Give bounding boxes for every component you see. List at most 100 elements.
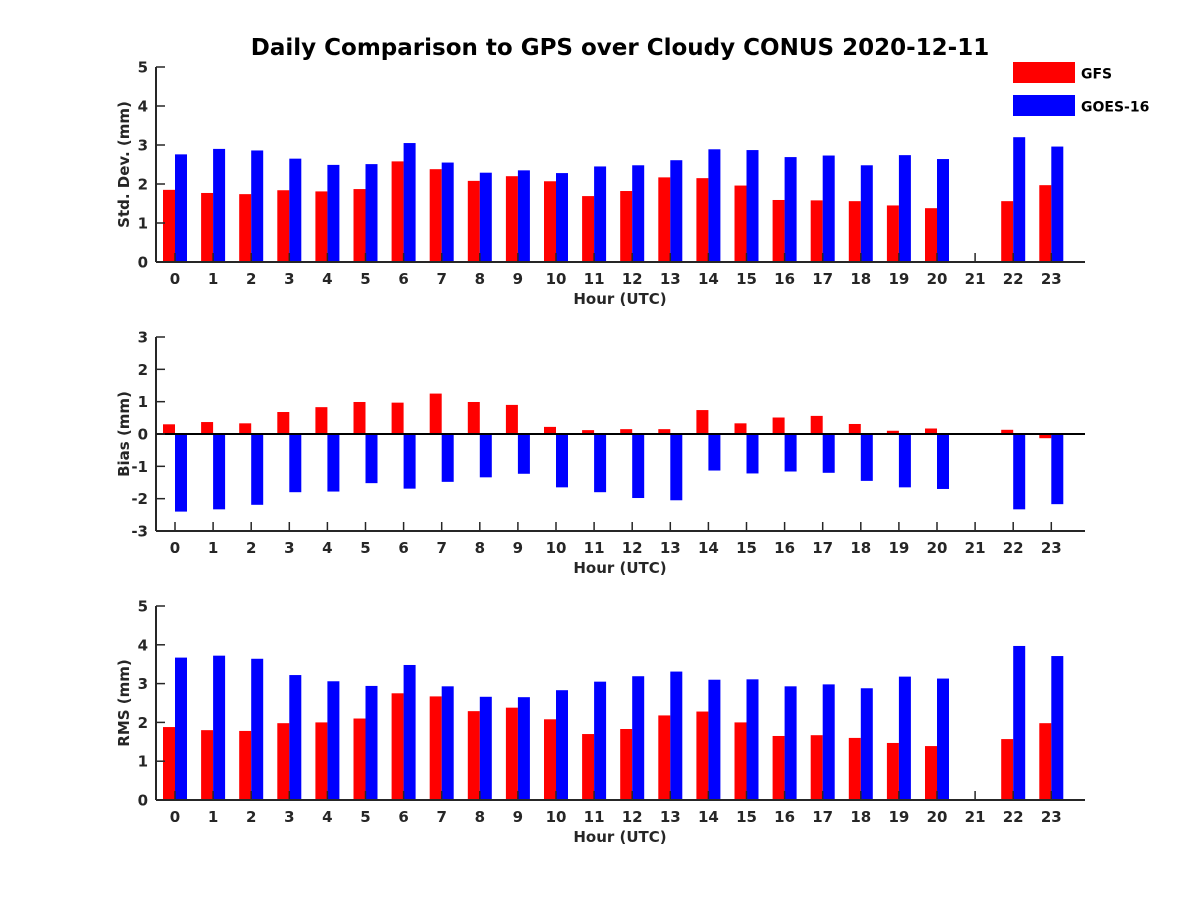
bar-bias-gfs-hour-19 <box>886 430 899 434</box>
bar-std-dev-gfs-hour-11 <box>582 196 595 262</box>
bar-std-dev-gfs-hour-13 <box>658 177 671 262</box>
bar-bias-gfs-hour-13 <box>658 429 671 434</box>
bar-rms-goes16-hour-11 <box>594 681 607 800</box>
bar-bias-goes16-hour-22 <box>1013 434 1026 510</box>
bar-std-dev-gfs-hour-19 <box>886 205 899 262</box>
x-tick-label-rms-19: 19 <box>888 808 909 826</box>
bar-rms-gfs-hour-17 <box>810 735 823 800</box>
x-tick-label-std-dev-4: 4 <box>322 270 332 288</box>
x-tick-label-bias-9: 9 <box>513 539 523 557</box>
bar-rms-goes16-hour-0 <box>175 657 187 800</box>
y-axis-label-bias: Bias (mm) <box>115 391 133 477</box>
x-tick-label-rms-21: 21 <box>965 808 986 826</box>
bar-rms-goes16-hour-19 <box>898 676 911 800</box>
y-tick-label-std-dev-2: 2 <box>138 176 148 194</box>
bar-bias-goes16-hour-4 <box>327 434 340 492</box>
bar-std-dev-gfs-hour-16 <box>772 199 785 262</box>
bar-std-dev-goes16-hour-8 <box>479 172 492 262</box>
x-tick-label-bias-15: 15 <box>736 539 757 557</box>
bar-std-dev-goes16-hour-15 <box>746 150 759 262</box>
x-tick-label-bias-1: 1 <box>208 539 218 557</box>
x-tick-label-rms-8: 8 <box>475 808 485 826</box>
bar-bias-goes16-hour-3 <box>289 434 302 493</box>
bar-bias-gfs-hour-11 <box>582 430 595 434</box>
legend-swatch-goes16 <box>1013 95 1075 116</box>
bar-std-dev-goes16-hour-16 <box>784 157 797 262</box>
y-tick-label-rms-5: 5 <box>138 598 148 616</box>
x-tick-label-rms-22: 22 <box>1003 808 1024 826</box>
bar-bias-gfs-hour-23 <box>1039 434 1052 439</box>
x-tick-label-bias-5: 5 <box>360 539 370 557</box>
bar-std-dev-goes16-hour-14 <box>708 149 721 262</box>
bar-rms-gfs-hour-15 <box>734 722 747 800</box>
x-tick-label-rms-15: 15 <box>736 808 757 826</box>
bar-std-dev-gfs-hour-7 <box>429 169 442 262</box>
x-tick-label-std-dev-10: 10 <box>546 270 567 288</box>
bar-rms-goes16-hour-6 <box>403 664 416 800</box>
bar-bias-gfs-hour-16 <box>772 417 785 434</box>
bar-std-dev-goes16-hour-12 <box>632 165 645 262</box>
x-tick-label-rms-12: 12 <box>622 808 643 826</box>
bar-std-dev-gfs-hour-8 <box>467 180 480 262</box>
bar-std-dev-goes16-hour-13 <box>670 160 683 262</box>
y-tick-label-std-dev-5: 5 <box>138 59 148 77</box>
bar-bias-gfs-hour-1 <box>201 422 214 434</box>
bar-std-dev-gfs-hour-15 <box>734 185 747 262</box>
bar-rms-gfs-hour-20 <box>925 746 937 800</box>
y-tick-label-std-dev-0: 0 <box>138 254 148 272</box>
bar-bias-gfs-hour-8 <box>467 401 480 434</box>
bar-rms-gfs-hour-12 <box>620 729 633 800</box>
bar-bias-goes16-hour-19 <box>898 434 911 488</box>
bar-bias-gfs-hour-17 <box>810 415 823 434</box>
x-axis-label-std-dev: Hour (UTC) <box>573 290 666 308</box>
y-tick-label-std-dev-1: 1 <box>138 215 148 233</box>
bar-std-dev-gfs-hour-2 <box>239 194 252 262</box>
x-tick-label-rms-23: 23 <box>1041 808 1062 826</box>
bar-std-dev-goes16-hour-11 <box>594 166 607 262</box>
x-tick-label-std-dev-13: 13 <box>660 270 681 288</box>
x-tick-label-std-dev-18: 18 <box>850 270 871 288</box>
bar-bias-goes16-hour-14 <box>708 434 721 471</box>
bar-rms-gfs-hour-5 <box>353 718 366 800</box>
bar-std-dev-goes16-hour-10 <box>556 173 568 262</box>
x-tick-label-bias-19: 19 <box>888 539 909 557</box>
x-tick-label-std-dev-17: 17 <box>812 270 833 288</box>
bar-rms-goes16-hour-15 <box>746 679 759 800</box>
bar-std-dev-goes16-hour-9 <box>517 170 530 262</box>
x-tick-label-bias-4: 4 <box>322 539 332 557</box>
bar-rms-gfs-hour-16 <box>772 735 785 800</box>
bar-bias-gfs-hour-0 <box>163 424 175 434</box>
bar-std-dev-goes16-hour-1 <box>213 148 226 262</box>
bar-bias-gfs-hour-4 <box>315 407 328 434</box>
bar-rms-gfs-hour-19 <box>886 742 899 800</box>
bar-rms-goes16-hour-3 <box>289 675 302 800</box>
bar-bias-goes16-hour-15 <box>746 434 759 474</box>
bar-std-dev-gfs-hour-5 <box>353 189 366 262</box>
bar-std-dev-goes16-hour-17 <box>822 155 835 262</box>
bar-rms-goes16-hour-4 <box>327 681 340 800</box>
bar-std-dev-goes16-hour-18 <box>860 165 873 262</box>
bar-bias-goes16-hour-23 <box>1051 434 1064 505</box>
bar-rms-goes16-hour-22 <box>1013 645 1026 800</box>
legend-label-gfs: GFS <box>1081 67 1112 83</box>
x-tick-label-rms-5: 5 <box>360 808 370 826</box>
x-tick-label-std-dev-7: 7 <box>436 270 446 288</box>
x-tick-label-bias-18: 18 <box>850 539 871 557</box>
bar-rms-gfs-hour-10 <box>544 719 556 800</box>
bar-bias-goes16-hour-18 <box>860 434 873 481</box>
x-tick-label-std-dev-5: 5 <box>360 270 370 288</box>
x-tick-label-std-dev-20: 20 <box>927 270 948 288</box>
bar-std-dev-goes16-hour-23 <box>1051 146 1064 262</box>
bar-rms-goes16-hour-1 <box>213 655 226 800</box>
x-tick-label-std-dev-15: 15 <box>736 270 757 288</box>
bar-bias-goes16-hour-2 <box>251 434 264 505</box>
y-tick-label-rms-1: 1 <box>138 753 148 771</box>
bar-rms-goes16-hour-7 <box>441 686 454 800</box>
x-tick-label-bias-13: 13 <box>660 539 681 557</box>
bar-bias-gfs-hour-10 <box>544 426 556 434</box>
x-tick-label-bias-2: 2 <box>246 539 256 557</box>
bar-rms-gfs-hour-2 <box>239 730 252 800</box>
